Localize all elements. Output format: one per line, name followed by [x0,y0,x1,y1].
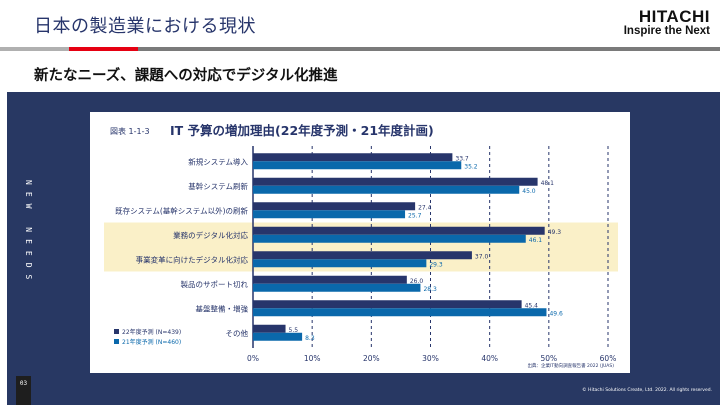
category-label: その他 [226,328,249,338]
side-label: NEW NEEDS [24,180,33,287]
bar-2022 [253,226,545,235]
x-tick-label: 0% [247,354,259,363]
value-label: 26.0 [410,278,424,285]
bar-2022 [253,275,407,284]
hitachi-logo: HITACHI Inspire the Next [624,8,710,38]
value-label: 45.0 [522,188,536,195]
value-label: 25.7 [408,212,422,219]
category-label: 基盤整備・増強 [196,303,249,313]
bar-2021 [253,185,520,194]
legend-label: 22年度予測 (N=439) [122,328,181,336]
value-label: 35.2 [464,163,478,170]
section-subtitle: 新たなニーズ、課題への対応でデジタル化推進 [34,68,338,84]
chart-panel: 図表 1-1-3 IT 予算の増加理由(22年度予測・21年度計画) 0% 10% 20… [90,112,630,373]
bar-2022 [253,300,522,309]
category-label: 事業変革に向けたデジタル化対応 [136,254,249,264]
bar-2022 [253,324,286,333]
bar-2021 [253,259,427,268]
logo-tagline: Inspire the Next [623,25,710,37]
value-label: 27.4 [418,204,432,211]
value-label: 33.7 [455,155,469,162]
value-label: 37.0 [475,253,489,260]
category-label: 既存システム(基幹システム以外)の刷新 [115,205,248,215]
x-tick-label: 10% [304,354,321,363]
value-label: 5.5 [289,327,299,334]
legend-label: 21年度予測 (N=460) [122,338,181,346]
legend-swatch [114,339,119,344]
title-divider [0,47,720,51]
bar-2021 [253,308,547,317]
category-label: 業務のデジタル化対応 [173,230,248,240]
bar-2021 [253,234,526,243]
value-label: 8.3 [305,335,315,342]
bar-2022 [253,177,538,186]
x-tick-label: 30% [422,354,439,363]
divider-light-segment [0,47,69,51]
figure-label: 図表 1-1-3 [110,126,150,136]
value-label: 28.3 [423,286,437,293]
bar-chart: 図表 1-1-3 IT 予算の増加理由(22年度予測・21年度計画) 0% 10% 20… [104,123,618,369]
x-tick-label: 60% [600,354,617,363]
value-label: 49.6 [549,310,563,317]
bar-2022 [253,251,472,260]
source-note: 出典：企業IT動向調査報告書 2022 (JUAS) [528,362,615,369]
bar-2022 [253,153,453,162]
value-label: 46.1 [529,237,543,244]
chart-title: IT 予算の増加理由(22年度予測・21年度計画) [170,123,434,138]
bar-2021 [253,210,406,219]
x-tick-label: 20% [363,354,380,363]
value-label: 48.1 [541,180,555,187]
x-tick-label: 40% [481,354,498,363]
page-title: 日本の製造業における現状 [34,16,256,37]
x-tick-label: 50% [540,354,557,363]
category-label: 製品のサポート切れ [181,279,249,289]
category-label: 新規システム導入 [188,156,248,166]
value-label: 29.3 [429,261,443,268]
value-label: 45.4 [525,302,539,309]
legend-swatch [114,329,119,334]
value-label: 49.3 [548,229,562,236]
logo-main-text: HITACHI [638,7,710,26]
bar-2021 [253,283,421,292]
bar-2021 [253,161,462,170]
divider-red-segment [69,47,138,51]
category-label: 基幹システム刷新 [188,181,248,191]
page-number: 03 [16,376,31,405]
bar-2022 [253,202,416,211]
copyright: © Hitachi Solutions Create, Ltd. 2022. A… [582,388,712,393]
bar-2021 [253,332,303,341]
